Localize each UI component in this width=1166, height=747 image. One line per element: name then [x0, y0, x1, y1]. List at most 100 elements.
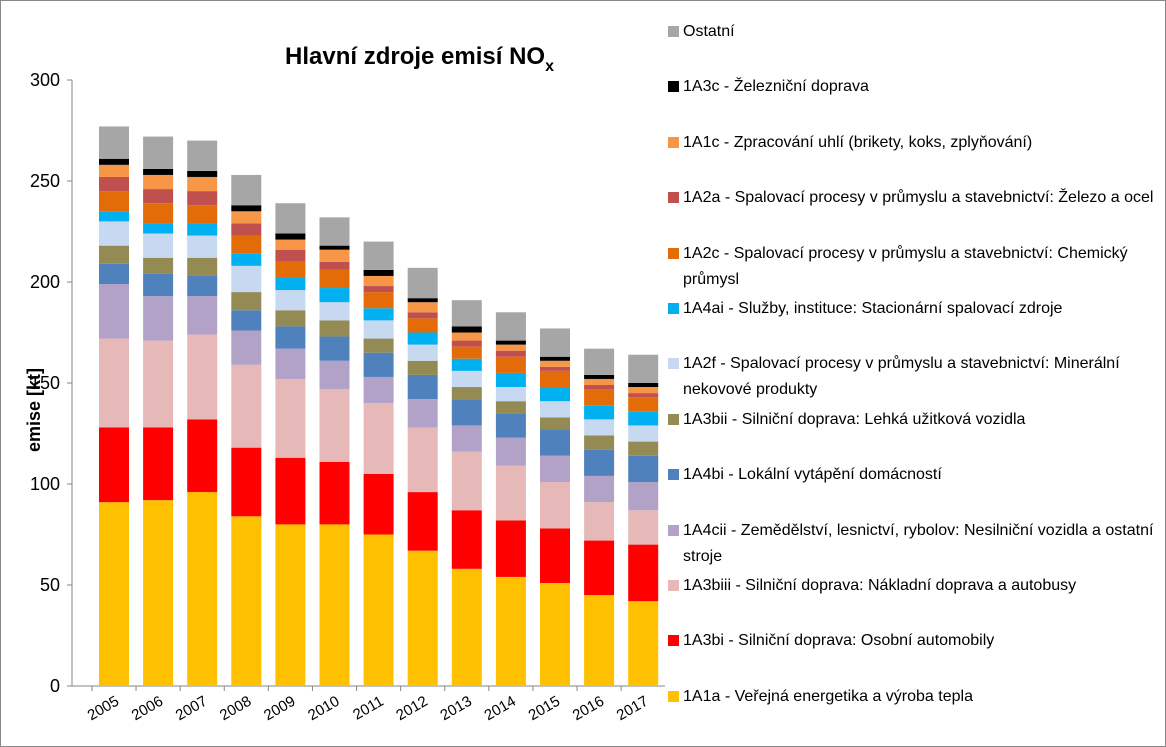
legend-entry: Ostatní — [668, 19, 1158, 45]
legend-swatch — [668, 524, 679, 536]
legend-label: 1A3bi - Silniční doprava: Osobní automob… — [683, 632, 995, 650]
bar-segment — [143, 233, 174, 258]
bar-segment — [495, 576, 526, 686]
bar-segment — [231, 223, 262, 236]
y-tick-label: 50 — [40, 575, 60, 595]
bar-segment — [363, 473, 394, 535]
bar-segment — [275, 524, 306, 686]
legend-label: 1A4ai - Služby, instituce: Stacionární s… — [683, 300, 1063, 317]
bar-segment — [99, 502, 129, 686]
y-axis-label: emise [kt] — [24, 368, 44, 452]
bar-segment — [495, 344, 526, 351]
x-tick-label: 2011 — [350, 693, 386, 724]
legend-swatch — [668, 580, 679, 591]
bar-segment — [99, 158, 129, 165]
bar-segment — [319, 249, 350, 262]
bar-segment — [451, 399, 482, 426]
bar-segment — [143, 174, 174, 190]
bar-segment — [540, 528, 570, 583]
legend-label: Ostatní — [683, 23, 735, 40]
bar-segment — [451, 300, 482, 327]
bar-segment — [231, 364, 262, 448]
legend-label: 1A3biii - Silniční doprava: Nákladní dop… — [683, 577, 1077, 594]
bar-segment — [275, 378, 306, 458]
y-tick-label: 200 — [30, 272, 60, 292]
legend-swatch — [668, 413, 679, 425]
bar-segment — [584, 449, 615, 476]
legend-entry: 1A4cii - Zemědělství, lesnictví, rybolov… — [668, 518, 1158, 570]
bar-segment — [540, 417, 570, 430]
legend-swatch — [668, 26, 679, 37]
bar-segment — [584, 405, 615, 420]
bar-segment — [451, 568, 482, 686]
bar-segment — [99, 176, 129, 192]
bar-segment — [99, 263, 129, 285]
bar-segment — [495, 387, 526, 402]
bar-segment — [407, 550, 438, 686]
bar-segment — [143, 203, 174, 224]
y-tick-label: 0 — [50, 676, 60, 696]
bar-segment — [319, 336, 350, 361]
bar-segment — [363, 286, 394, 293]
x-tick-label: 2006 — [129, 693, 166, 724]
bar-segment — [319, 302, 350, 321]
bar-segment — [540, 360, 570, 367]
bar-segment — [319, 261, 350, 270]
legend-swatch — [668, 469, 679, 481]
bar-segment — [363, 352, 394, 377]
bar-segment — [540, 356, 570, 361]
bar-segment — [363, 320, 394, 339]
bar-segment — [584, 385, 615, 390]
bar-segment — [99, 191, 129, 212]
bar-segment — [451, 358, 482, 371]
bar-segment — [540, 429, 570, 456]
legend-label: 1A4bi - Lokální vytápění domácností — [683, 466, 942, 484]
bar-segment — [540, 328, 570, 357]
legend-label: 1A2a - Spalovací procesy v průmyslu a st… — [683, 189, 1154, 207]
bar-segment — [451, 510, 482, 569]
chart-title: Hlavní zdroje emisí NOx — [285, 43, 554, 75]
bar-segment — [628, 425, 659, 442]
bar-segment — [628, 510, 659, 545]
bar-segment — [319, 245, 350, 250]
bar-segment — [407, 492, 438, 551]
bar-segment — [584, 435, 615, 450]
legend-label: 1A2f - Spalovací procesy v průmyslu a st… — [683, 355, 1120, 399]
x-tick-label: 2017 — [614, 693, 651, 724]
bar-segment — [407, 374, 438, 400]
bar-segment — [99, 164, 129, 177]
bar-segment — [495, 340, 526, 345]
bar-segment — [451, 425, 482, 452]
bar-segment — [363, 403, 394, 474]
legend-label: 1A3bii - Silniční doprava: Lehká užitkov… — [683, 410, 1026, 428]
bar-segment — [495, 437, 526, 466]
bar-segment — [628, 383, 659, 388]
bar-segment — [99, 284, 129, 339]
legend-entry: 1A2f - Spalovací procesy v průmyslu a st… — [668, 351, 1158, 403]
bar-segment — [187, 419, 218, 493]
bar-segment — [99, 126, 129, 159]
bar-segment — [231, 235, 262, 254]
bar-segment — [540, 401, 570, 418]
bar-segment — [495, 465, 526, 521]
bar-segment — [275, 457, 306, 525]
bar-segment — [231, 174, 262, 206]
bar-segment — [275, 277, 306, 291]
bar-segment — [187, 296, 218, 335]
bar-segment — [628, 397, 659, 412]
bar-segment — [407, 399, 438, 428]
x-tick-label: 2012 — [393, 693, 430, 724]
bar-segment — [584, 595, 615, 686]
bar-segment — [540, 455, 570, 482]
bar-segment — [231, 253, 262, 266]
bar-segment — [584, 348, 615, 375]
bar-segment — [275, 239, 306, 250]
bar-segment — [143, 223, 174, 234]
bar-segment — [363, 376, 394, 404]
bar-segment — [319, 524, 350, 686]
bar-segment — [187, 257, 218, 276]
bar-segment — [540, 481, 570, 529]
bar-segment — [99, 211, 129, 222]
bar-segment — [143, 257, 174, 274]
